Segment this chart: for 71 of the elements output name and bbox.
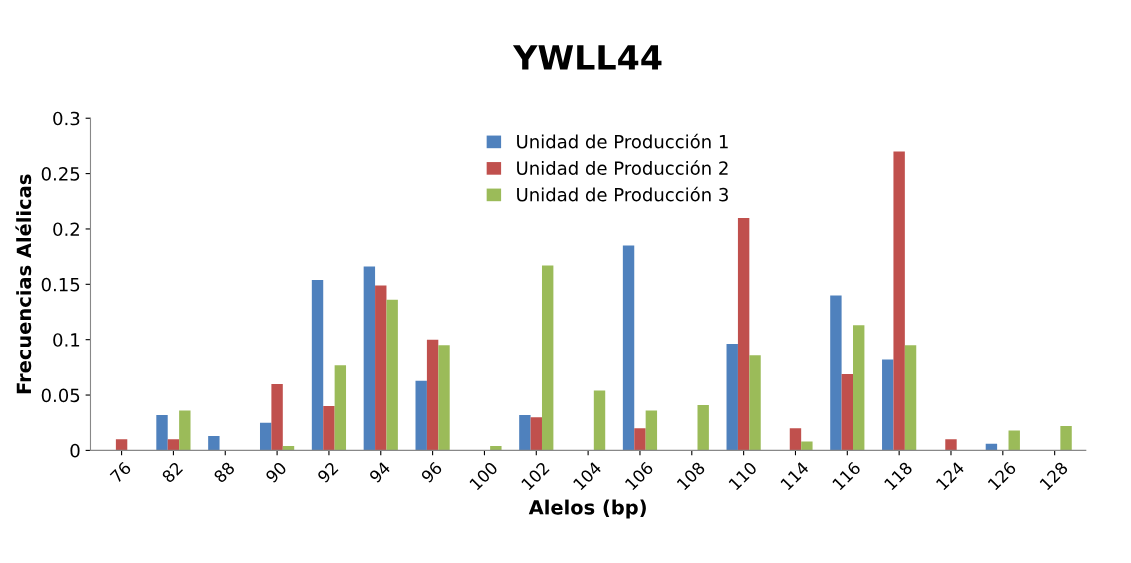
x-tick-label: 118 bbox=[883, 461, 913, 491]
bar bbox=[749, 355, 761, 451]
legend-label: Unidad de Producción 2 bbox=[517, 160, 728, 175]
y-tick-label: 0.2 bbox=[53, 222, 79, 237]
y-tick-label: 0.05 bbox=[41, 388, 80, 403]
bar bbox=[115, 439, 128, 451]
bar bbox=[801, 441, 813, 451]
x-tick-label: 128 bbox=[1039, 461, 1069, 491]
bar bbox=[530, 417, 542, 451]
x-tick-label: 102 bbox=[520, 461, 550, 491]
x-tick-label: 96 bbox=[420, 461, 443, 484]
y-tick-label: 0.3 bbox=[53, 111, 80, 126]
y-tick-label: 0 bbox=[70, 443, 80, 458]
bar bbox=[541, 265, 554, 451]
legend-label: Unidad de Producción 1 bbox=[517, 133, 728, 149]
x-tick-label: 108 bbox=[676, 461, 706, 491]
bar bbox=[882, 359, 894, 451]
bar bbox=[323, 406, 335, 451]
bar bbox=[789, 428, 802, 451]
bar bbox=[737, 217, 750, 451]
bar bbox=[904, 345, 917, 451]
x-tick-label: 88 bbox=[213, 461, 236, 484]
y-axis-title: Frecuencias Alélicas bbox=[15, 174, 32, 394]
bar bbox=[853, 325, 865, 451]
bar bbox=[334, 365, 347, 451]
x-tick-label: 110 bbox=[728, 461, 758, 491]
x-tick-label: 82 bbox=[161, 461, 184, 484]
bar bbox=[167, 439, 180, 451]
bar bbox=[726, 344, 738, 451]
bar bbox=[311, 279, 324, 451]
x-tick-label: 116 bbox=[831, 461, 862, 491]
y-tick-label: 0.15 bbox=[41, 277, 80, 292]
bar bbox=[519, 414, 531, 451]
bar bbox=[271, 383, 283, 451]
bar bbox=[490, 445, 502, 451]
bar bbox=[830, 295, 842, 451]
legend-label: Unidad de Producción 3 bbox=[517, 186, 728, 202]
bar bbox=[438, 345, 450, 451]
bar bbox=[593, 390, 606, 451]
bar bbox=[1008, 430, 1020, 451]
bar bbox=[893, 151, 905, 451]
bar bbox=[697, 405, 709, 451]
x-tick-label: 94 bbox=[368, 460, 392, 484]
bar bbox=[945, 439, 957, 451]
chart-title: YWLL44 bbox=[512, 45, 662, 70]
bar bbox=[386, 299, 398, 451]
bar bbox=[156, 414, 168, 451]
x-tick-label: 104 bbox=[572, 460, 603, 491]
x-tick-label: 106 bbox=[624, 461, 654, 491]
x-tick-label: 76 bbox=[109, 461, 132, 484]
y-tick-label: 0.1 bbox=[53, 333, 80, 347]
x-axis-title: Alelos (bp) bbox=[528, 499, 646, 519]
bar bbox=[363, 266, 376, 451]
bar bbox=[179, 410, 191, 451]
bar bbox=[645, 410, 658, 451]
x-tick-label: 92 bbox=[316, 461, 339, 484]
bar bbox=[208, 436, 220, 451]
x-tick-label: 126 bbox=[987, 461, 1017, 491]
bar bbox=[634, 428, 646, 451]
x-tick-label: 114 bbox=[780, 461, 810, 491]
bar bbox=[426, 339, 439, 451]
x-tick-label: 124 bbox=[935, 460, 965, 491]
bar bbox=[841, 374, 854, 451]
bar bbox=[415, 380, 427, 451]
x-tick-label: 90 bbox=[264, 461, 288, 484]
bar bbox=[259, 422, 272, 451]
bar bbox=[375, 285, 387, 451]
bar bbox=[1060, 426, 1072, 451]
x-tick-label: 100 bbox=[469, 461, 499, 491]
y-tick-label: 0.25 bbox=[41, 167, 80, 181]
bar bbox=[622, 245, 635, 451]
